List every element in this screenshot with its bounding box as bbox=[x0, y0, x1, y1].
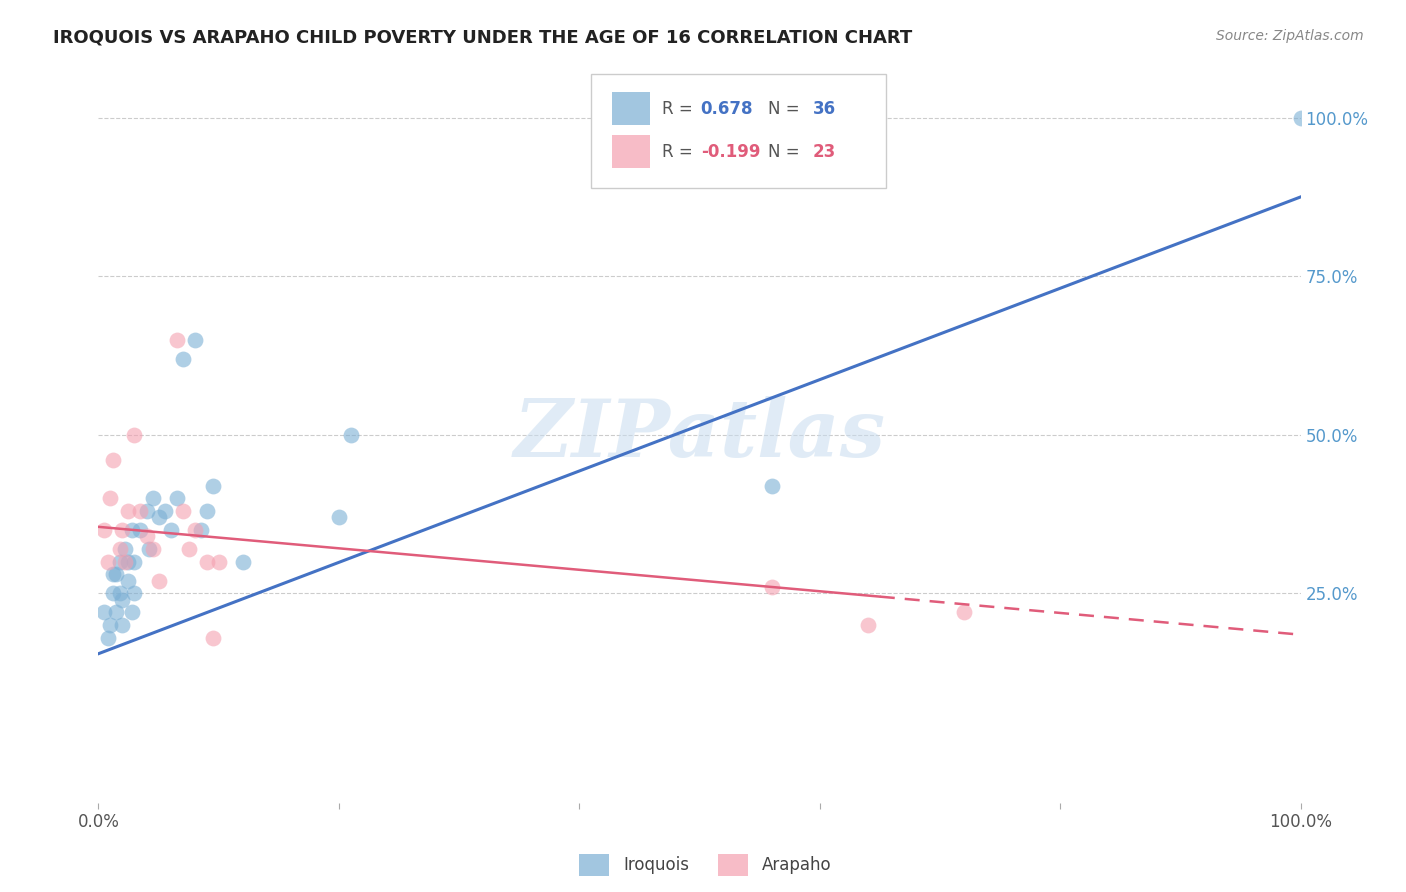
Point bbox=[101, 453, 124, 467]
Text: 0.678: 0.678 bbox=[700, 100, 754, 118]
Point bbox=[124, 555, 146, 569]
FancyBboxPatch shape bbox=[612, 135, 650, 168]
Point bbox=[195, 555, 218, 569]
Point bbox=[177, 542, 200, 557]
Point bbox=[208, 555, 231, 569]
Point bbox=[172, 504, 194, 518]
Point bbox=[101, 586, 124, 600]
Point bbox=[100, 618, 122, 632]
Point bbox=[105, 567, 128, 582]
Point bbox=[101, 567, 124, 582]
FancyBboxPatch shape bbox=[579, 855, 609, 876]
Point bbox=[153, 504, 176, 518]
Point bbox=[93, 523, 115, 537]
Text: R =: R = bbox=[662, 143, 699, 161]
Point bbox=[114, 542, 136, 557]
Point bbox=[201, 478, 224, 492]
Point bbox=[761, 478, 783, 492]
Text: Arapaho: Arapaho bbox=[762, 856, 831, 874]
Point bbox=[166, 491, 188, 506]
Point bbox=[117, 555, 139, 569]
Point bbox=[111, 592, 134, 607]
Point bbox=[108, 586, 131, 600]
Point bbox=[328, 510, 350, 524]
Point bbox=[124, 427, 146, 442]
Text: Source: ZipAtlas.com: Source: ZipAtlas.com bbox=[1216, 29, 1364, 43]
Point bbox=[148, 510, 170, 524]
Text: ZIPatlas: ZIPatlas bbox=[513, 396, 886, 474]
Text: 23: 23 bbox=[813, 143, 835, 161]
Point bbox=[111, 523, 134, 537]
Point bbox=[105, 606, 128, 620]
Point bbox=[108, 555, 131, 569]
Point bbox=[183, 333, 205, 347]
Point bbox=[761, 580, 783, 594]
Point bbox=[148, 574, 170, 588]
Text: IROQUOIS VS ARAPAHO CHILD POVERTY UNDER THE AGE OF 16 CORRELATION CHART: IROQUOIS VS ARAPAHO CHILD POVERTY UNDER … bbox=[53, 29, 912, 46]
Point bbox=[135, 504, 157, 518]
Point bbox=[114, 555, 136, 569]
Point bbox=[172, 351, 194, 366]
Point bbox=[201, 631, 224, 645]
Text: R =: R = bbox=[662, 100, 699, 118]
Point bbox=[111, 618, 134, 632]
Point bbox=[124, 586, 146, 600]
Text: Iroquois: Iroquois bbox=[624, 856, 690, 874]
Point bbox=[953, 606, 976, 620]
Point bbox=[108, 542, 131, 557]
FancyBboxPatch shape bbox=[592, 74, 886, 188]
Point bbox=[117, 504, 139, 518]
FancyBboxPatch shape bbox=[612, 92, 650, 126]
Text: N =: N = bbox=[768, 143, 804, 161]
FancyBboxPatch shape bbox=[717, 855, 748, 876]
Point bbox=[121, 606, 143, 620]
Point bbox=[121, 523, 143, 537]
Point bbox=[100, 491, 122, 506]
Point bbox=[129, 523, 152, 537]
Point bbox=[141, 491, 163, 506]
Point bbox=[93, 606, 115, 620]
Text: 36: 36 bbox=[813, 100, 835, 118]
Point bbox=[97, 555, 120, 569]
Point bbox=[138, 542, 160, 557]
Point bbox=[129, 504, 152, 518]
Text: -0.199: -0.199 bbox=[700, 143, 761, 161]
Point bbox=[1289, 111, 1312, 125]
Point bbox=[159, 523, 181, 537]
Point bbox=[856, 618, 879, 632]
Point bbox=[166, 333, 188, 347]
Point bbox=[117, 574, 139, 588]
Point bbox=[141, 542, 163, 557]
Point bbox=[340, 427, 363, 442]
Point bbox=[183, 523, 205, 537]
Point bbox=[97, 631, 120, 645]
Point bbox=[190, 523, 212, 537]
Text: N =: N = bbox=[768, 100, 804, 118]
Point bbox=[135, 529, 157, 543]
Point bbox=[232, 555, 254, 569]
Point bbox=[195, 504, 218, 518]
